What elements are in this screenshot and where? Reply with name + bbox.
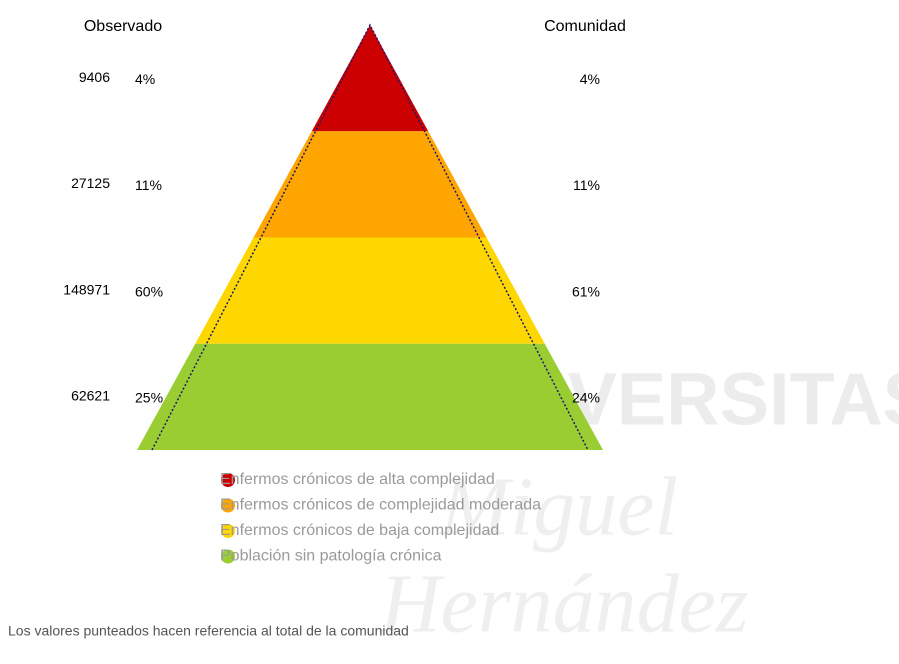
- observed-count: 9406: [79, 69, 110, 85]
- legend-marker: [221, 549, 235, 564]
- legend-label: Enfermos crónicos de baja complejidad: [220, 522, 499, 539]
- pyramid-layer: [137, 343, 603, 450]
- pyramid-layer: [311, 25, 429, 132]
- community-outline: [151, 23, 589, 451]
- legend-label: Enfermos crónicos de complejidad moderad…: [220, 497, 541, 514]
- pyramid-layer: [253, 131, 487, 238]
- pyramid-layer: [195, 237, 545, 344]
- left-title: Observado: [84, 18, 162, 35]
- watermark: Miguel: [439, 460, 678, 553]
- legend-marker: [221, 498, 235, 513]
- community-percent: 61%: [572, 283, 600, 299]
- right-title: Comunidad: [544, 18, 626, 35]
- observed-percent: 25%: [135, 390, 163, 406]
- community-percent: 4%: [580, 71, 600, 87]
- observed-percent: 4%: [135, 71, 155, 87]
- footnote: Los valores punteados hacen referencia a…: [8, 623, 409, 639]
- community-percent: 24%: [572, 390, 600, 406]
- legend-marker: [221, 524, 235, 538]
- observed-percent: 60%: [135, 283, 163, 299]
- observed-percent: 11%: [135, 177, 162, 193]
- legend-label: Enfermos crónicos de alta complejidad: [220, 471, 495, 488]
- observed-count: 148971: [63, 281, 110, 297]
- legend-marker: [221, 473, 235, 487]
- observed-count: 62621: [71, 388, 110, 404]
- watermark: Hernández: [379, 557, 749, 650]
- legend-label: Población sin patología crónica: [220, 548, 442, 565]
- community-percent: 11%: [573, 177, 600, 193]
- observed-count: 27125: [71, 175, 110, 191]
